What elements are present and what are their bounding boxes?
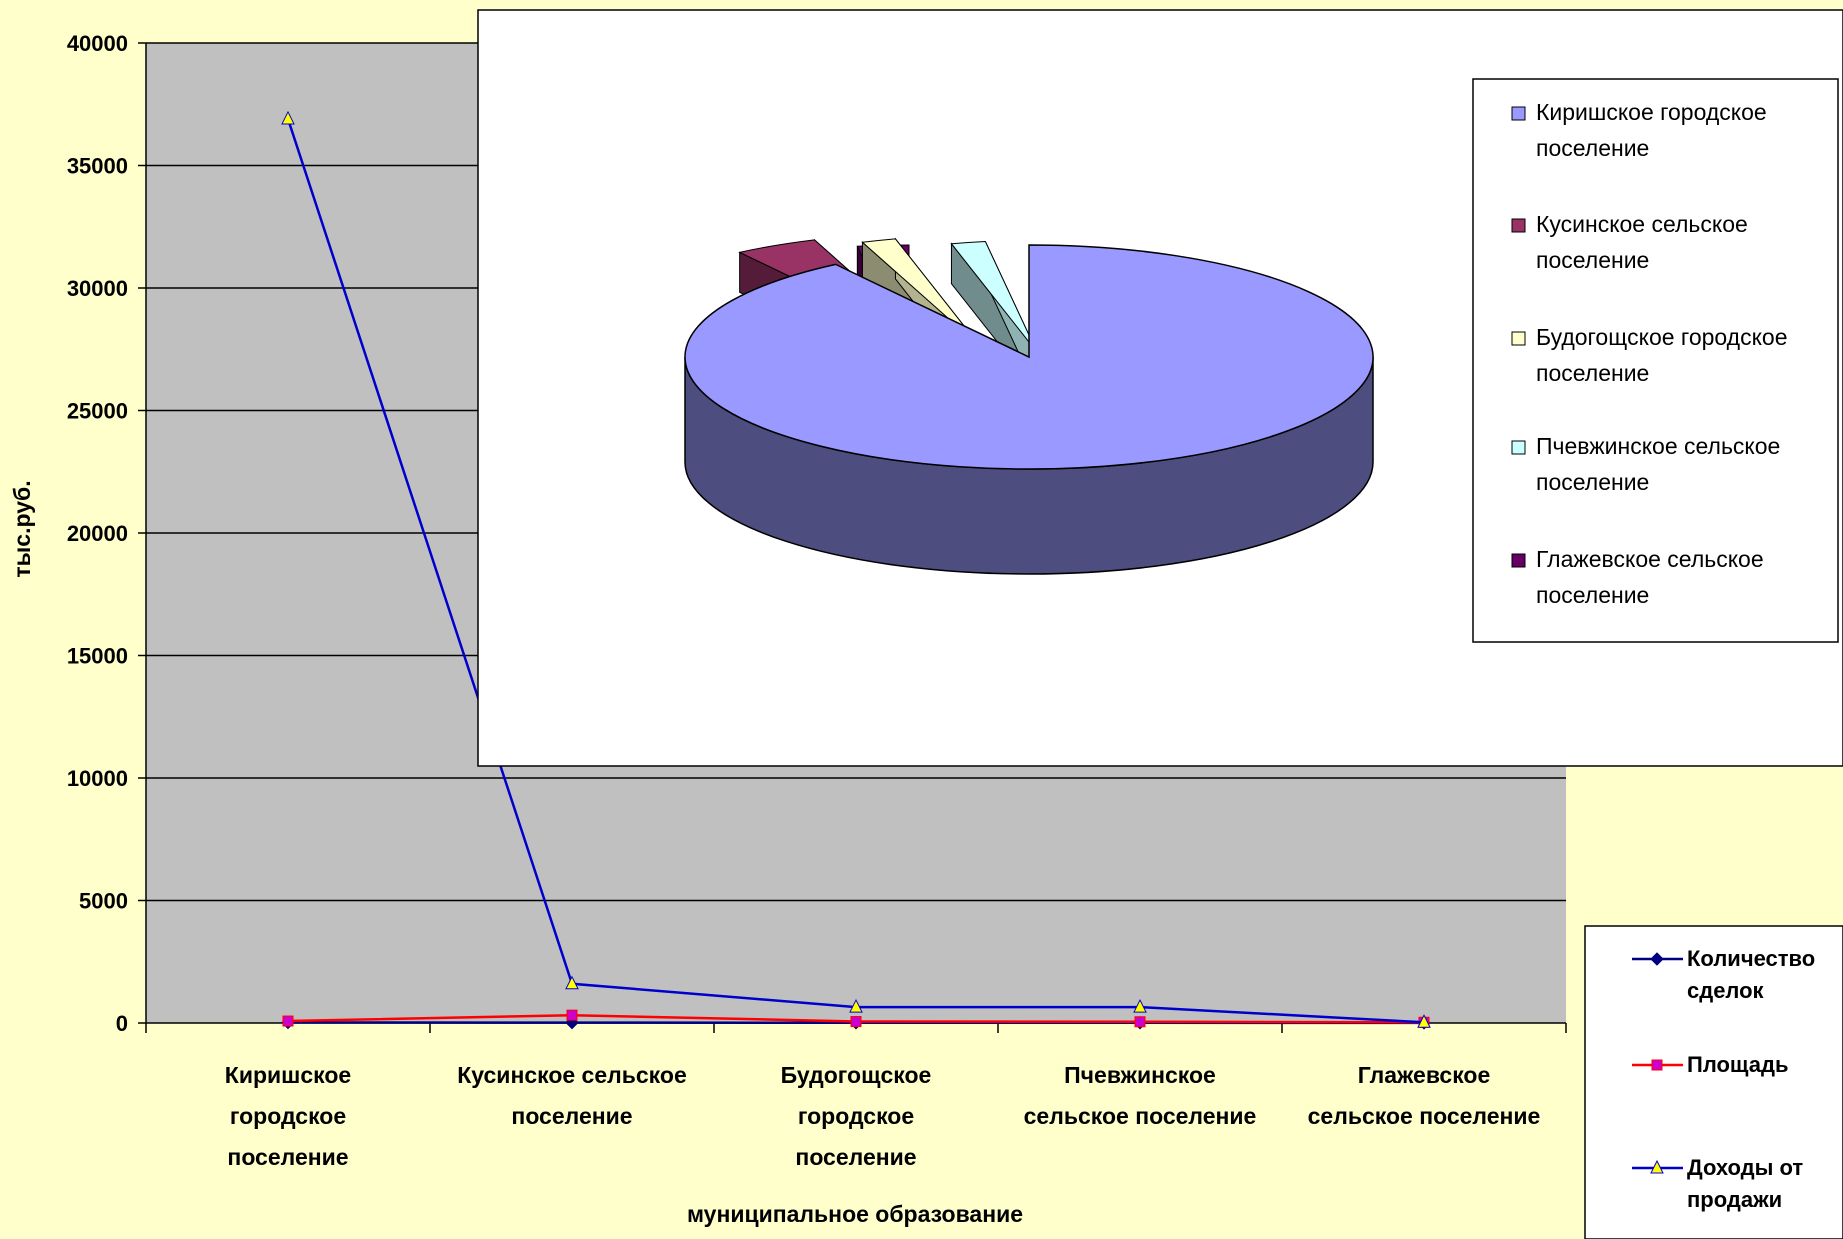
data-point <box>1133 998 1147 1013</box>
x-category-label: поселение <box>511 1103 632 1129</box>
y-tick-label: 0 <box>116 1011 128 1036</box>
y-tick-label: 15000 <box>67 644 128 669</box>
pie-slice-top <box>950 240 1038 353</box>
x-category-label: сельское поселение <box>1308 1103 1541 1129</box>
y-tick-label: 10000 <box>67 766 128 791</box>
legend-swatch-marker <box>1650 1159 1664 1174</box>
pie-legend-label: поселение <box>1536 582 1649 608</box>
x-category-label: Киришское <box>225 1062 351 1088</box>
pie-legend-swatch <box>1511 331 1526 346</box>
legend-item-label: Доходы от продажи <box>1687 1155 1803 1212</box>
x-category-label: поселение <box>795 1144 916 1170</box>
legend-label-line: Количество <box>1687 946 1815 971</box>
pie-legend-swatch <box>1511 218 1526 233</box>
pie-slice-top <box>684 244 1374 470</box>
pie-legend-label: поселение <box>1536 247 1649 273</box>
y-tick-label: 30000 <box>67 276 128 301</box>
x-axis-title: муниципальное образование <box>687 1201 1023 1227</box>
x-category-label: городское <box>798 1103 914 1129</box>
data-point <box>281 110 295 125</box>
y-tick-label: 5000 <box>79 889 128 914</box>
y-tick-label: 35000 <box>67 154 128 179</box>
pie-legend-label: поселение <box>1536 135 1649 161</box>
pie-legend-label: Будогощское городское <box>1536 324 1788 350</box>
x-category-label: поселение <box>227 1144 348 1170</box>
legend-label-line: продажи <box>1687 1187 1782 1212</box>
pie-legend-label: Киришское городское <box>1536 99 1767 125</box>
x-category-label: сельское поселение <box>1024 1103 1257 1129</box>
pie-slice-main <box>684 244 1374 575</box>
pie-legend-label: Пчевжинское сельское <box>1536 433 1780 459</box>
x-category-label: Будогощское <box>781 1062 932 1088</box>
data-point <box>566 1009 578 1021</box>
y-tick-label: 20000 <box>67 521 128 546</box>
x-category-label: Глажевское <box>1358 1062 1491 1088</box>
legend-label-line: Доходы от <box>1687 1155 1803 1180</box>
legend-item-label: Площадь <box>1687 1052 1789 1077</box>
pie-legend-swatch <box>1511 106 1526 121</box>
data-point <box>1134 1016 1146 1028</box>
legend-swatch-marker <box>1650 952 1664 966</box>
line-legend-box <box>1584 925 1843 1239</box>
data-point <box>850 1016 862 1028</box>
y-tick-label: 25000 <box>67 399 128 424</box>
legend-item-label: Количество сделок <box>1687 946 1815 1003</box>
pie-legend-swatch <box>1511 553 1526 568</box>
pie-legend-box <box>1472 78 1839 643</box>
data-point <box>1417 1014 1431 1028</box>
data-point <box>565 975 579 990</box>
pie-legend-swatch <box>1511 440 1526 455</box>
data-point <box>282 1015 294 1027</box>
pie-legend-label: Глажевское сельское <box>1536 546 1764 572</box>
x-category-label: Кусинское сельское <box>457 1062 686 1088</box>
x-category-label: Пчевжинское <box>1064 1062 1216 1088</box>
legend-swatch-marker <box>1651 1059 1663 1071</box>
y-axis-title: тыс.руб. <box>9 480 35 577</box>
pie-legend-label: Кусинское сельское <box>1536 211 1748 237</box>
pie-legend-label: поселение <box>1536 360 1649 386</box>
data-point <box>849 998 863 1013</box>
pie-legend-label: поселение <box>1536 469 1649 495</box>
y-tick-label: 40000 <box>67 31 128 56</box>
x-category-label: городское <box>230 1103 346 1129</box>
legend-label-line: сделок <box>1687 978 1765 1003</box>
